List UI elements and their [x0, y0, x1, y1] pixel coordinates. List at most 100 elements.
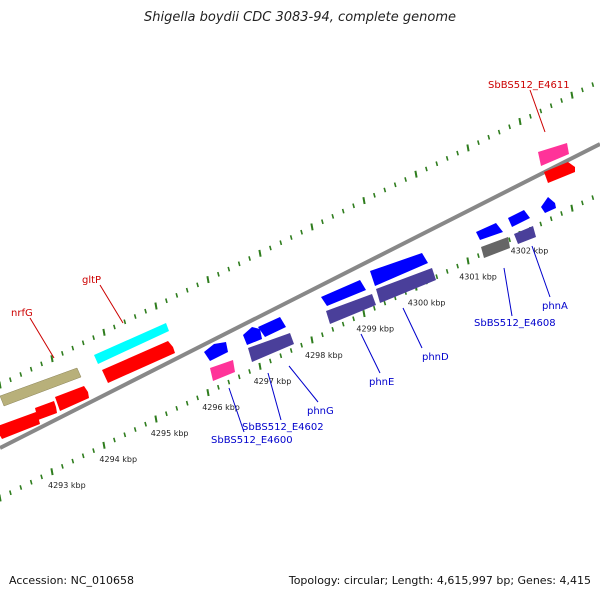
tick-mark	[341, 208, 345, 214]
tick-mark	[269, 358, 272, 364]
tick-mark	[258, 362, 262, 370]
tick-mark	[50, 468, 54, 476]
tick-mark	[123, 319, 127, 325]
tick-mark	[144, 308, 147, 314]
tick-mark	[393, 182, 397, 188]
tick-mark	[185, 287, 189, 293]
tick-mark	[570, 204, 574, 212]
tick-mark	[217, 384, 220, 390]
tick-mark	[321, 332, 324, 338]
feature-blue-e[interactable]	[370, 253, 428, 286]
tick-mark	[331, 326, 335, 332]
feature-red-c[interactable]	[55, 386, 89, 411]
feature-blue-a[interactable]	[204, 342, 228, 361]
feature-red-a[interactable]	[0, 412, 40, 439]
tick-mark	[217, 271, 220, 277]
label-sbbs512-e4600[interactable]: SbBS512_E4600	[211, 435, 293, 446]
feature-slate-a[interactable]	[248, 333, 294, 362]
label-phnd[interactable]: phnD	[422, 352, 449, 363]
tick-label: 4296 kbp	[202, 403, 240, 412]
tick-mark	[133, 427, 137, 432]
feature-olive[interactable]	[0, 367, 82, 407]
tick-mark	[196, 395, 199, 401]
feature-slate-b[interactable]	[326, 294, 376, 324]
tick-mark	[113, 437, 116, 443]
tick-mark	[19, 485, 23, 490]
label-phng[interactable]: phnG	[307, 406, 334, 417]
tick-mark	[549, 216, 553, 222]
tick-mark	[289, 235, 293, 240]
tick-mark	[373, 192, 376, 198]
tick-mark	[0, 494, 2, 502]
tick-mark	[445, 155, 449, 161]
tick-mark	[445, 268, 449, 274]
tick-mark	[560, 211, 563, 216]
tick-mark	[425, 166, 428, 172]
tick-mark	[248, 256, 251, 261]
feature-blue-h[interactable]	[541, 197, 556, 213]
feature-slate-d[interactable]	[514, 226, 536, 244]
feature-blue-d[interactable]	[321, 280, 366, 306]
tick-mark	[477, 140, 480, 146]
label-sbbs512-e4608[interactable]: SbBS512_E4608	[474, 318, 556, 329]
feature-sbbs512-e4611[interactable]	[538, 143, 569, 166]
tick-mark	[269, 245, 272, 251]
tick-mark	[154, 415, 158, 423]
label-sbbs512-e4602[interactable]: SbBS512_E4602	[242, 422, 324, 433]
tick-mark	[29, 366, 33, 372]
tick-mark	[29, 479, 33, 485]
feature-red-e[interactable]	[544, 162, 575, 183]
feature-blue-c[interactable]	[258, 317, 286, 337]
tick-mark	[456, 263, 459, 269]
feature-sbbs512-e4600-misc[interactable]	[210, 360, 235, 381]
tick-mark	[466, 257, 470, 265]
tick-mark	[352, 316, 355, 322]
tick-mark	[300, 229, 303, 235]
tick-mark	[165, 411, 168, 417]
tick-mark	[591, 195, 595, 201]
tick-label: 4293 kbp	[48, 481, 86, 490]
tick-mark	[310, 223, 314, 231]
tick-mark	[81, 340, 85, 346]
tick-mark	[40, 361, 43, 367]
tick-label: 4295 kbp	[151, 429, 189, 438]
label-phne[interactable]: phnE	[369, 377, 394, 388]
tick-mark	[206, 276, 210, 284]
forward-strand-features	[0, 143, 575, 439]
tick-mark	[50, 355, 54, 363]
tick-mark	[71, 345, 75, 351]
reverse-strand-features	[204, 197, 556, 381]
label-sbbs512-e4611[interactable]: SbBS512_E4611	[488, 80, 570, 91]
tick-mark	[248, 369, 251, 374]
label-phna[interactable]: phnA	[542, 301, 568, 312]
tick-label: 4299 kbp	[356, 325, 394, 334]
tick-mark	[206, 389, 210, 397]
tick-mark	[258, 249, 262, 257]
tick-mark	[133, 314, 137, 319]
tick-mark	[529, 113, 532, 119]
tick-mark	[81, 453, 85, 459]
tick-mark	[175, 292, 179, 298]
feature-slate-c[interactable]	[376, 268, 436, 303]
feature-blue-g[interactable]	[508, 210, 530, 227]
tick-mark	[383, 187, 387, 193]
feature-grey[interactable]	[481, 237, 510, 258]
feature-red-d[interactable]	[102, 341, 175, 383]
tick-mark	[102, 328, 106, 336]
lower-tick-row	[0, 195, 595, 502]
tick-mark	[508, 124, 511, 130]
tick-mark	[19, 372, 23, 377]
tick-mark	[508, 237, 511, 243]
tick-mark	[61, 350, 64, 356]
feature-gltp-gene[interactable]	[94, 323, 169, 364]
label-gltp[interactable]: gltP	[82, 275, 101, 286]
tick-mark	[362, 197, 366, 205]
upper-tick-row	[0, 82, 595, 389]
feature-red-b[interactable]	[35, 401, 57, 420]
feature-blue-f[interactable]	[476, 223, 503, 240]
feature-blue-b[interactable]	[243, 327, 262, 345]
tick-mark	[477, 253, 480, 259]
tick-mark	[404, 177, 407, 182]
label-nrfg[interactable]: nrfG	[11, 308, 33, 319]
